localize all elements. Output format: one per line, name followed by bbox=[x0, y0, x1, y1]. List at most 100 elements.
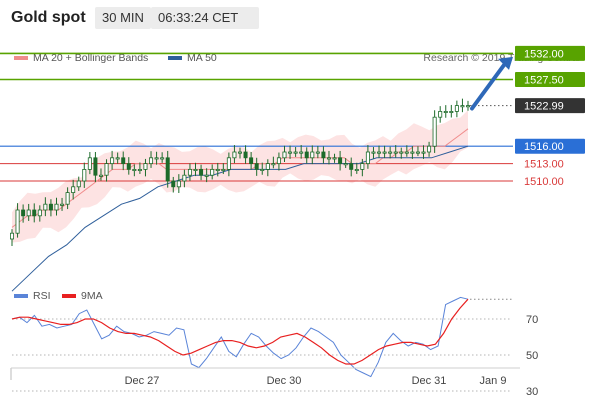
candle-body bbox=[65, 192, 70, 205]
candle-body bbox=[410, 151, 415, 154]
candle-body bbox=[282, 151, 287, 159]
candle-body bbox=[354, 168, 359, 171]
main-panel: 1532.00 1527.50 1522.99 1516.00 1513.00 1510.… bbox=[0, 45, 585, 292]
candle-body bbox=[226, 157, 231, 170]
candle-body bbox=[304, 151, 309, 159]
candle-body bbox=[26, 209, 31, 217]
legend-swatch-9ma bbox=[62, 294, 76, 298]
bollinger-band bbox=[12, 110, 468, 243]
candle-body bbox=[326, 157, 331, 160]
candle-body bbox=[432, 116, 437, 147]
level-label-box bbox=[515, 45, 585, 61]
level-label-box bbox=[515, 72, 585, 87]
candle-body bbox=[21, 209, 26, 217]
time-tick-label: Dec 31 bbox=[412, 375, 447, 387]
candle-body bbox=[32, 209, 37, 217]
candle-body bbox=[82, 168, 87, 182]
candle-body bbox=[293, 151, 298, 154]
candle-body bbox=[154, 157, 159, 160]
ma50-line bbox=[11, 145, 469, 292]
candle-body bbox=[382, 151, 387, 154]
candle-body bbox=[76, 180, 81, 188]
candle-body bbox=[377, 151, 382, 154]
rsi-panel: RSI 9MA 70 50 30 bbox=[11, 290, 538, 398]
candle-body bbox=[54, 203, 59, 211]
timeframe-selector[interactable]: 30 MIN bbox=[95, 7, 151, 29]
candle-body bbox=[371, 151, 376, 154]
forecast-arrow bbox=[470, 58, 509, 111]
candle-body bbox=[9, 232, 14, 240]
candle-body bbox=[443, 111, 448, 114]
candle-body bbox=[37, 209, 42, 217]
level-label-1510: 1510.00 bbox=[524, 176, 564, 188]
candle-body bbox=[221, 168, 226, 171]
candle-body bbox=[87, 157, 92, 170]
candle-body bbox=[104, 163, 109, 176]
candle-body bbox=[149, 157, 154, 165]
candle-body bbox=[143, 163, 148, 170]
level-label-1522.99: 1522.99 bbox=[524, 101, 564, 113]
candle-body bbox=[15, 209, 20, 234]
clock-display: 06:33:24 CET bbox=[151, 7, 259, 29]
candle-body bbox=[210, 168, 215, 176]
rsi-ma-line bbox=[11, 298, 469, 365]
legend-swatch-rsi bbox=[14, 294, 28, 298]
instrument-title: Gold spot bbox=[11, 9, 86, 26]
candle-body bbox=[321, 151, 326, 159]
candle-body bbox=[115, 157, 120, 160]
candle-body bbox=[427, 145, 432, 153]
candle-body bbox=[193, 168, 198, 171]
candle-body bbox=[232, 151, 237, 159]
candle-body bbox=[71, 186, 76, 194]
rsi-tick-label: 70 bbox=[526, 314, 538, 326]
time-tick-label: Dec 30 bbox=[267, 375, 302, 387]
level-label-box bbox=[515, 138, 585, 154]
candle-body bbox=[60, 203, 65, 206]
candle-body bbox=[243, 151, 248, 159]
candle-body bbox=[460, 105, 465, 108]
level-label-1516: 1516.00 bbox=[524, 141, 564, 153]
time-tick-label: Dec 27 bbox=[125, 375, 160, 387]
legend-swatch-ma50 bbox=[168, 56, 182, 60]
candle-body bbox=[415, 151, 420, 154]
candle-body bbox=[299, 151, 304, 154]
candle-body bbox=[215, 168, 220, 171]
candle-body bbox=[393, 151, 398, 154]
candle-body bbox=[126, 163, 131, 170]
candle-body bbox=[438, 111, 443, 118]
legend-label-9ma: 9MA bbox=[81, 290, 103, 302]
candle-body bbox=[237, 151, 242, 154]
candle-body bbox=[315, 151, 320, 154]
candle-body bbox=[137, 168, 142, 171]
candle-body bbox=[132, 168, 137, 171]
candle-body bbox=[176, 180, 181, 188]
candle-body bbox=[388, 151, 393, 154]
candle-body bbox=[48, 203, 53, 211]
forecast-arrowhead bbox=[498, 56, 513, 70]
time-axis: Dec 27 Dec 30 Dec 31 Jan 9 bbox=[10, 367, 520, 387]
candle-body bbox=[404, 151, 409, 154]
candle-body bbox=[160, 157, 165, 160]
legend-label-ma50: MA 50 bbox=[187, 52, 217, 64]
legend-label-rsi: RSI bbox=[33, 290, 51, 302]
candle-body bbox=[121, 157, 126, 165]
candle-body bbox=[465, 105, 470, 108]
candle-body bbox=[271, 163, 276, 166]
candle-body bbox=[399, 151, 404, 154]
candle-body bbox=[110, 157, 115, 165]
candle-body bbox=[165, 157, 170, 182]
candle-body bbox=[249, 157, 254, 165]
candle-body bbox=[171, 180, 176, 188]
candle-body bbox=[288, 151, 293, 154]
level-label-box bbox=[515, 98, 585, 114]
candle-body bbox=[43, 203, 48, 211]
legend-swatch-ma20 bbox=[14, 56, 28, 60]
candle-body bbox=[449, 111, 454, 114]
candle-body bbox=[343, 163, 348, 166]
candle-body bbox=[310, 151, 315, 159]
candle-body bbox=[454, 105, 459, 112]
candle-body bbox=[260, 168, 265, 171]
level-label-1532: 1532.00 bbox=[524, 48, 564, 60]
candle-body bbox=[187, 168, 192, 176]
